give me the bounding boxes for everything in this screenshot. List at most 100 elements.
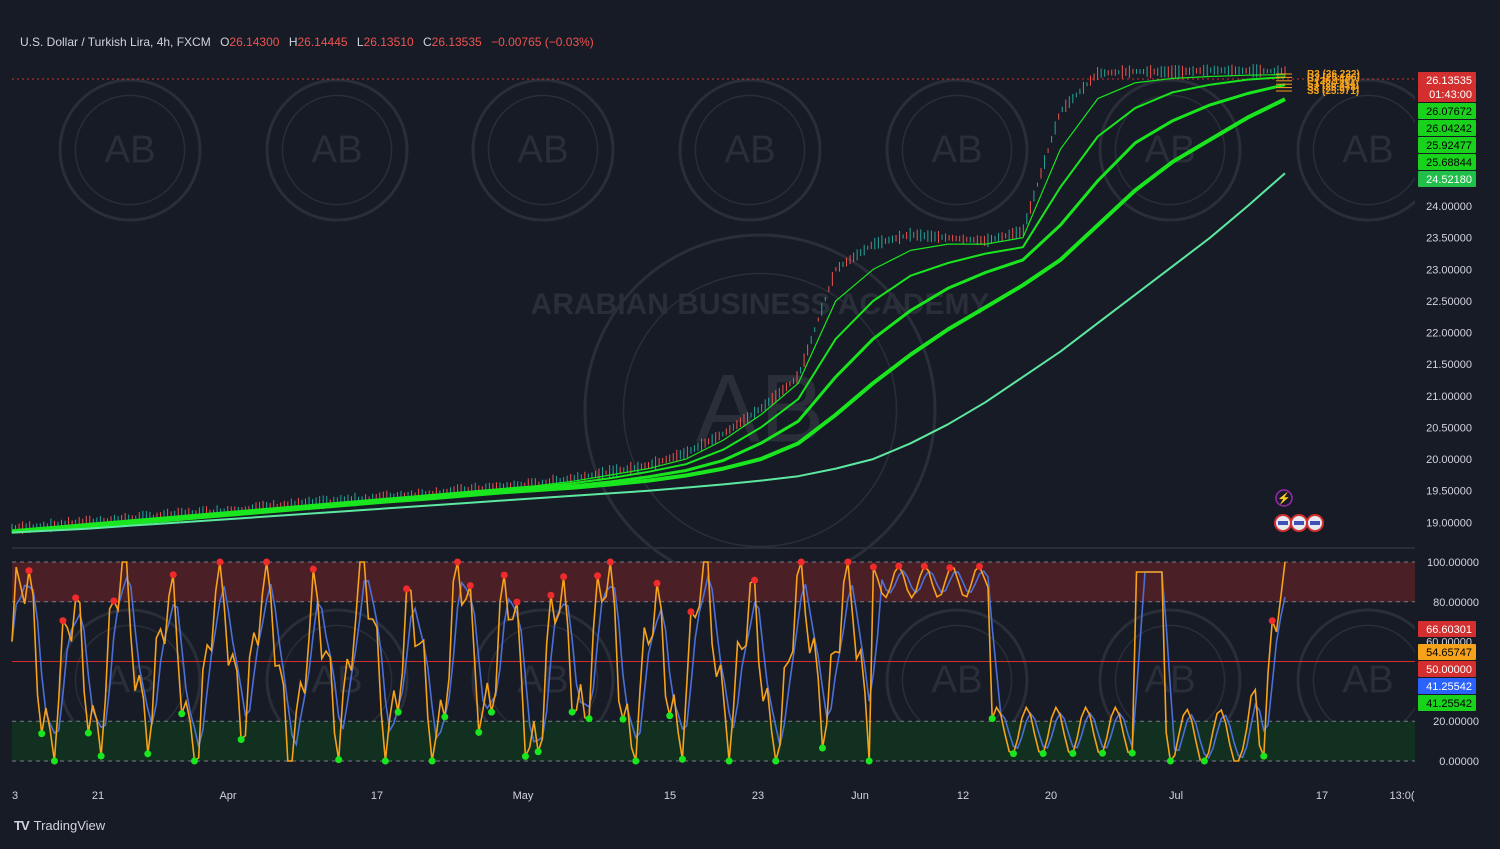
cross-down-dot (500, 571, 508, 579)
watermark-mono: AB (517, 129, 568, 172)
ema-value-label-bg (1418, 103, 1476, 119)
brand-name: TradingView (33, 818, 106, 833)
price-tick-label: 19.00000 (1426, 517, 1472, 529)
cross-up-dot (988, 715, 996, 723)
ema-value-label-bg (1418, 137, 1476, 153)
pivot-label: S3 (25.971) (1307, 86, 1359, 97)
stochastic-lines (11, 558, 1286, 765)
watermark-seal (58, 78, 202, 222)
stoch-value-label: 41.25542 (1426, 681, 1472, 693)
stoch-value-label-bg (1418, 695, 1476, 711)
cross-up-dot (568, 708, 576, 716)
stoch-value-label: 66.60301 (1426, 624, 1472, 636)
time-tick-label: 17 (1316, 790, 1328, 802)
price-tick-label: 21.00000 (1426, 391, 1472, 403)
change-value: −0.00765 (−0.03%) (491, 35, 594, 49)
cross-up-dot (487, 708, 495, 716)
watermark-mono: AB (104, 659, 155, 702)
ema-value-label: 25.68844 (1426, 157, 1472, 169)
cross-down-dot (59, 617, 67, 625)
cross-down-dot (869, 563, 877, 571)
cross-down-dot (844, 558, 852, 566)
stoch-value-label: 41.25542 (1426, 698, 1472, 710)
time-tick-label: 12 (957, 790, 969, 802)
cross-down-dot (594, 572, 602, 580)
stoch-value-label-bg (1418, 621, 1476, 637)
cross-down-dot (25, 567, 33, 575)
cross-down-dot (946, 564, 954, 572)
last-price-label: 26.13535 (1426, 75, 1472, 87)
open-label: O (220, 35, 230, 49)
cross-up-dot (1099, 749, 1107, 757)
cross-up-dot (38, 730, 46, 738)
price-tick-label: 23.50000 (1426, 233, 1472, 245)
countdown-bg (1418, 88, 1476, 102)
ema-value-label: 25.92477 (1426, 140, 1472, 152)
price-tick-label: 20.00000 (1426, 454, 1472, 466)
symbol-legend[interactable]: U.S. Dollar / Turkish Lira, 4h, FXCM O26… (20, 35, 594, 49)
us-flag-icon-stripe (1294, 521, 1304, 525)
ema-value-label-bg (1418, 154, 1476, 170)
watermark-seal (885, 78, 1029, 222)
ema-line-4 (11, 97, 1286, 534)
watermark-mono: AB (931, 659, 982, 702)
cross-up-dot (1128, 749, 1136, 757)
cross-up-dot (521, 752, 529, 760)
cross-down-dot (975, 562, 983, 570)
cross-up-dot (585, 715, 593, 723)
price-axis[interactable]: 19.00000 19.50000 20.00000 20.50000 21.00000… (1415, 30, 1500, 810)
stoch-tick-label: 80.00000 (1433, 597, 1479, 609)
cross-down-dot (895, 562, 903, 570)
stoch-value-label-bg (1418, 644, 1476, 660)
pivot-label: S2 (26.078) (1307, 83, 1359, 94)
cross-down-dot (560, 573, 568, 581)
us-flag-icon-stripe (1310, 521, 1320, 525)
watermark-seal (1098, 78, 1242, 222)
cross-up-dot (335, 756, 343, 764)
watermark-text: ARABIAN BUSINESS ACADEMY (531, 288, 990, 321)
cross-up-dot (97, 752, 105, 760)
time-tick-label: Jun (851, 790, 869, 802)
cross-down-dot (547, 591, 555, 599)
watermark-ring (901, 94, 1013, 206)
time-tick-label: 23 (752, 790, 764, 802)
time-axis[interactable]: 3 21 Apr 17 May 15 23 Jun 12 20 Jul 17 13:0( (12, 790, 1415, 802)
stoch-value-label: 50.00000 (1426, 664, 1472, 676)
stoch-tick-label: 100.00000 (1427, 557, 1479, 569)
cross-up-dot (1009, 750, 1017, 758)
lightning-icon (1275, 489, 1293, 507)
event-markers[interactable]: R3 (26.222)R2 (26.186)P (26.150)S1 (26.1… (1274, 69, 1360, 532)
cross-up-dot (394, 708, 402, 716)
ema-value-label: 26.07672 (1426, 106, 1472, 118)
open-value: 26.14300 (229, 35, 280, 49)
cross-down-dot (454, 558, 462, 566)
countdown-label: 01:43:00 (1429, 89, 1472, 101)
cross-down-dot (797, 558, 805, 566)
time-tick-label: 17 (371, 790, 383, 802)
tradingview-logo-icon: TV (14, 818, 30, 833)
stoch-value-label: 54.65747 (1426, 647, 1472, 659)
cross-up-dot (50, 757, 58, 765)
ema-value-label-bg (1418, 171, 1476, 187)
cross-up-dot (178, 710, 186, 718)
pivot-label: P (26.150) (1307, 76, 1354, 87)
stoch-value-label-bg (1418, 678, 1476, 694)
watermark-mono: AB (724, 129, 775, 172)
stoch-d-line (11, 569, 1286, 760)
cross-up-dot (632, 757, 640, 765)
watermark-seal (471, 78, 615, 222)
close-label: C (422, 35, 432, 49)
cross-up-dot (1200, 757, 1208, 765)
watermark-mono: AB (1342, 659, 1393, 702)
cross-down-dot (687, 608, 695, 616)
tradingview-brand[interactable]: TV TradingView (14, 818, 105, 833)
ema-value-label: 24.52180 (1426, 174, 1472, 186)
watermark-seal (678, 78, 822, 222)
ema-lines (11, 74, 1286, 534)
pivot-label: S1 (26.114) (1307, 79, 1359, 90)
ema-value-label: 26.04242 (1426, 123, 1472, 135)
price-tick-label: 22.50000 (1426, 296, 1472, 308)
watermark-mono: AB (311, 129, 362, 172)
